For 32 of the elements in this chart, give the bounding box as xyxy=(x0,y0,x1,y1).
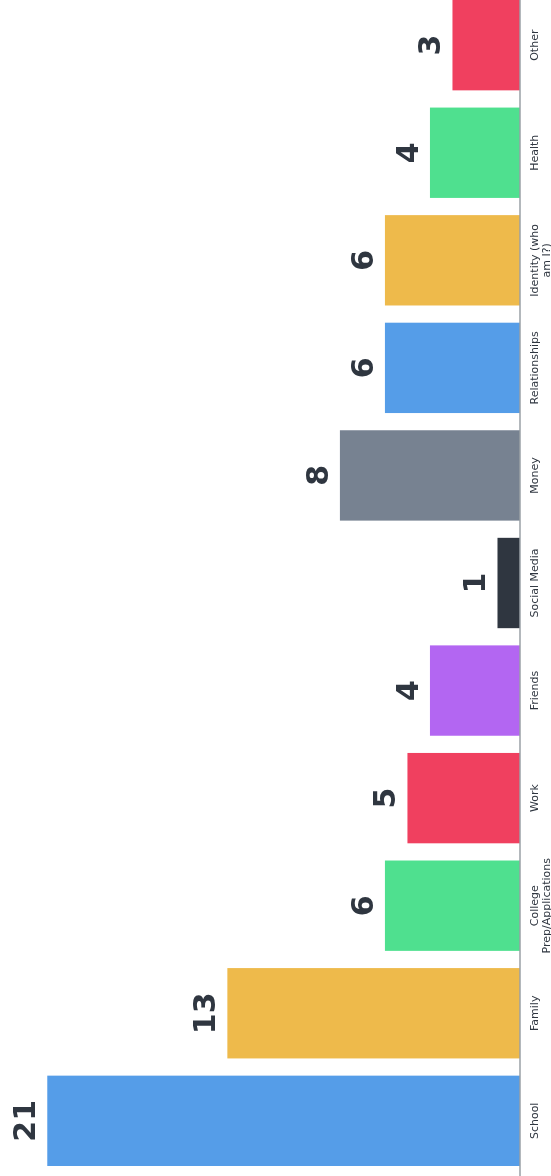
data-label: 8 xyxy=(299,465,335,486)
bar xyxy=(384,322,520,414)
data-label: 6 xyxy=(344,249,380,271)
bar xyxy=(384,860,520,951)
data-label: 6 xyxy=(344,895,380,917)
y-tick-label: School xyxy=(528,1102,542,1140)
bar xyxy=(497,537,520,629)
data-label: 1 xyxy=(457,572,493,594)
y-tick-label: Identity (who am I?) xyxy=(528,223,551,297)
bar xyxy=(429,107,520,198)
y-tick-label: Family xyxy=(528,995,542,1031)
bar xyxy=(47,1075,520,1166)
bar xyxy=(429,645,520,736)
y-tick-label: Health xyxy=(528,134,542,171)
data-label: 21 xyxy=(7,1099,43,1142)
y-tick-label: Other xyxy=(528,29,542,61)
y-tick-label: Social Media xyxy=(528,548,542,618)
y-tick-label: Money xyxy=(528,456,542,494)
bar xyxy=(227,968,520,1059)
data-label: 4 xyxy=(389,142,425,164)
data-label: 6 xyxy=(344,357,380,379)
data-label: 3 xyxy=(412,34,448,56)
y-tick-label: Friends xyxy=(528,670,542,711)
y-tick-label: Work xyxy=(528,783,542,813)
y-tick-label: Relationships xyxy=(528,330,542,405)
data-label: 5 xyxy=(367,787,403,809)
bar xyxy=(452,0,520,91)
data-label: 4 xyxy=(389,680,425,701)
bar xyxy=(339,430,520,521)
data-label: 13 xyxy=(187,992,223,1035)
bar xyxy=(407,752,520,844)
bar xyxy=(384,215,520,306)
